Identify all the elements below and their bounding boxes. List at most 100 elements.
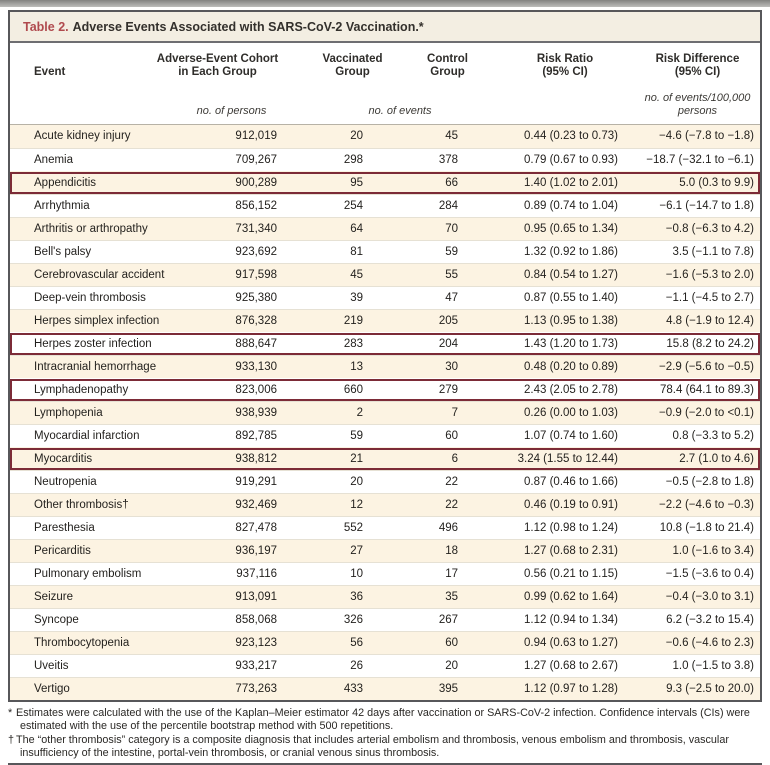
event-cell: Uveitis (34, 660, 69, 672)
risk-difference-cell: −1.1 (−4.5 to 2.7) (665, 292, 754, 304)
footnote-marker: † (8, 734, 15, 746)
vaccinated-cell: 45 (350, 269, 363, 281)
vaccinated-cell: 56 (350, 637, 363, 649)
col-header-control-line2: Group (430, 66, 465, 78)
table-row: Pulmonary embolism 937,116 10 17 0.56 (0.21 … (10, 562, 760, 585)
table-row: Arrhythmia 856,152 254 284 0.89 (0.74 to 1.0… (10, 194, 760, 217)
risk-difference-cell: −0.8 (−6.3 to 4.2) (665, 223, 754, 235)
cohort-cell: 919,291 (235, 476, 277, 488)
cohort-cell: 888,647 (235, 338, 277, 350)
control-cell: 496 (438, 522, 458, 534)
risk-difference-cell: 6.2 (−3.2 to 15.4) (666, 614, 754, 626)
event-cell: Intracranial hemorrhage (34, 361, 157, 373)
risk-difference-cell: −0.9 (−2.0 to <0.1) (659, 407, 754, 419)
risk-difference-cell: −18.7 (−32.1 to −6.1) (646, 154, 754, 166)
event-cell: Herpes zoster infection (34, 338, 152, 350)
control-cell: 47 (445, 292, 458, 304)
table-title: Table 2. Adverse Events Associated with S… (10, 12, 760, 43)
risk-ratio-cell: 0.87 (0.46 to 1.66) (524, 476, 618, 488)
risk-ratio-cell: 0.56 (0.21 to 1.15) (524, 568, 618, 580)
control-cell: 284 (438, 200, 458, 212)
cohort-cell: 858,068 (235, 614, 277, 626)
table-row-highlighted: Herpes zoster infection 888,647 283 204 1.43… (10, 332, 760, 355)
risk-difference-cell: 9.3 (−2.5 to 20.0) (666, 683, 754, 695)
control-cell: 17 (445, 568, 458, 580)
table-row: Anemia 709,267 298 378 0.79 (0.67 to 0.93) −1… (10, 148, 760, 171)
scan-edge-artifact (0, 0, 770, 7)
cohort-cell: 923,692 (235, 246, 277, 258)
control-cell: 45 (445, 130, 458, 142)
risk-ratio-cell: 0.79 (0.67 to 0.93) (524, 154, 618, 166)
risk-difference-cell: −0.6 (−4.6 to 2.3) (665, 637, 754, 649)
risk-difference-cell: 1.0 (−1.5 to 3.8) (672, 660, 754, 672)
table-row: Acute kidney injury 912,019 20 45 0.44 (0.23… (10, 125, 760, 148)
risk-ratio-cell: 0.44 (0.23 to 0.73) (524, 130, 618, 142)
risk-difference-cell: 15.8 (8.2 to 24.2) (666, 338, 754, 350)
col-header-cohort-line1: Adverse-Event Cohort (156, 53, 279, 65)
control-cell: 60 (445, 637, 458, 649)
risk-ratio-cell: 0.26 (0.00 to 1.03) (524, 407, 618, 419)
risk-ratio-cell: 1.32 (0.92 to 1.86) (524, 246, 618, 258)
units-risk-difference-line1: no. of events/100,000 (644, 92, 751, 104)
vaccinated-cell: 552 (343, 522, 363, 534)
risk-difference-cell: 10.8 (−1.8 to 21.4) (659, 522, 754, 534)
event-cell: Paresthesia (34, 522, 95, 534)
control-cell: 205 (438, 315, 458, 327)
col-header-control-line1: Control (427, 53, 468, 65)
risk-difference-cell: −2.9 (−5.6 to −0.5) (659, 361, 754, 373)
cohort-cell: 933,217 (235, 660, 277, 672)
table-row: Cerebrovascular accident 917,598 45 55 0.84 … (10, 263, 760, 286)
event-cell: Bell's palsy (34, 246, 92, 258)
col-header-control: Control Group (400, 53, 495, 79)
cohort-cell: 709,267 (235, 154, 277, 166)
table-row: Vertigo 773,263 433 395 1.12 (0.97 to 1.28) 9… (10, 677, 760, 700)
control-cell: 30 (445, 361, 458, 373)
risk-ratio-cell: 1.43 (1.20 to 1.73) (524, 338, 618, 350)
risk-difference-cell: 1.0 (−1.6 to 3.4) (672, 545, 754, 557)
control-cell: 279 (438, 384, 458, 396)
cohort-cell: 938,939 (235, 407, 277, 419)
table-row: Intracranial hemorrhage 933,130 13 30 0.48 (… (10, 355, 760, 378)
risk-ratio-cell: 0.48 (0.20 to 0.89) (524, 361, 618, 373)
event-cell: Seizure (34, 591, 73, 603)
risk-difference-cell: 2.7 (1.0 to 4.6) (679, 453, 754, 465)
cohort-cell: 912,019 (235, 130, 277, 142)
cohort-cell: 773,263 (235, 683, 277, 695)
event-cell: Deep-vein thrombosis (34, 292, 146, 304)
table-row: Other thrombosis† 932,469 12 22 0.46 (0.19 t… (10, 493, 760, 516)
risk-ratio-cell: 1.12 (0.97 to 1.28) (524, 683, 618, 695)
control-cell: 20 (445, 660, 458, 672)
units-risk-difference: no. of events/100,000 persons (635, 92, 760, 117)
risk-ratio-cell: 0.87 (0.55 to 1.40) (524, 292, 618, 304)
cohort-cell: 932,469 (235, 499, 277, 511)
table-row: Seizure 913,091 36 35 0.99 (0.62 to 1.64) −0.… (10, 585, 760, 608)
col-header-vaccinated: Vaccinated Group (305, 53, 400, 79)
control-cell: 204 (438, 338, 458, 350)
vaccinated-cell: 433 (343, 683, 363, 695)
cohort-cell: 925,380 (235, 292, 277, 304)
event-cell: Pericarditis (34, 545, 91, 557)
col-header-event-label: Event (34, 66, 66, 78)
column-headers: Event Adverse-Event Cohort in Each Group… (10, 53, 760, 79)
risk-ratio-cell: 0.99 (0.62 to 1.64) (524, 591, 618, 603)
table-row-highlighted: Lymphadenopathy 823,006 660 279 2.43 (2.05 t… (10, 378, 760, 401)
risk-difference-cell: 3.5 (−1.1 to 7.8) (672, 246, 754, 258)
risk-difference-cell: −4.6 (−7.8 to −1.8) (659, 130, 754, 142)
table-row: Neutropenia 919,291 20 22 0.87 (0.46 to 1.66… (10, 470, 760, 493)
col-header-risk-difference-line1: Risk Difference (655, 53, 740, 65)
event-cell: Herpes simplex infection (34, 315, 160, 327)
event-cell: Anemia (34, 154, 73, 166)
footnote: † The “other thrombosis” category is a co… (8, 734, 729, 759)
event-cell: Appendicitis (34, 177, 97, 189)
control-cell: 267 (438, 614, 458, 626)
table-row-highlighted: Appendicitis 900,289 95 66 1.40 (1.02 to 2.0… (10, 171, 760, 194)
control-cell: 60 (445, 430, 458, 442)
cohort-cell: 938,812 (235, 453, 277, 465)
table-row: Pericarditis 936,197 27 18 1.27 (0.68 to 2.3… (10, 539, 760, 562)
event-cell: Arrhythmia (34, 200, 90, 212)
risk-ratio-cell: 3.24 (1.55 to 12.44) (517, 453, 618, 465)
risk-difference-cell: 78.4 (64.1 to 89.3) (660, 384, 754, 396)
vaccinated-cell: 13 (350, 361, 363, 373)
cohort-cell: 892,785 (235, 430, 277, 442)
cohort-cell: 876,328 (235, 315, 277, 327)
